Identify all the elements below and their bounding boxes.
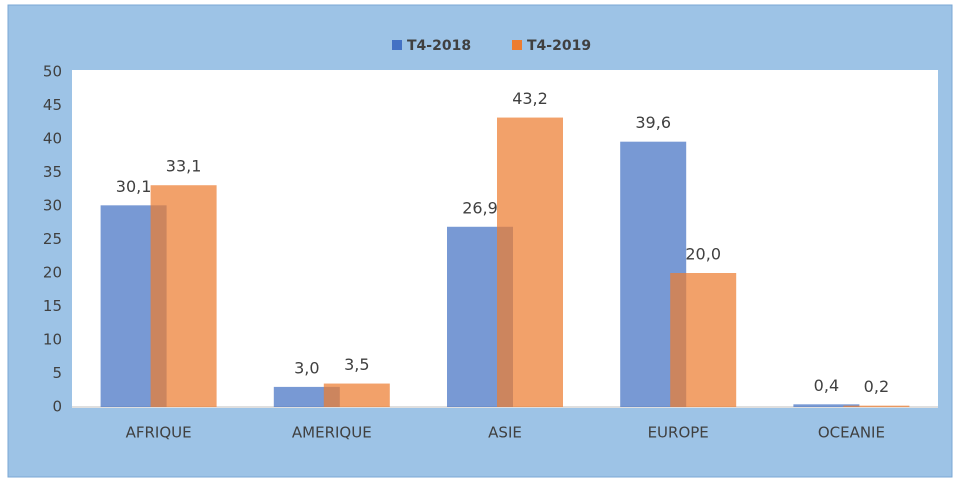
data-label: 39,6 <box>635 113 671 132</box>
bar <box>273 386 340 407</box>
y-tick-label: 30 <box>43 197 62 215</box>
bar <box>150 185 217 407</box>
legend-swatch <box>392 40 402 50</box>
y-tick-label: 15 <box>43 297 62 315</box>
bar <box>497 117 563 407</box>
y-tick-label: 50 <box>43 63 62 81</box>
data-label: 3,5 <box>344 355 369 374</box>
y-tick-label: 40 <box>43 130 62 148</box>
legend-label: T4-2019 <box>527 38 591 54</box>
y-tick-label: 0 <box>52 398 62 416</box>
y-tick-label: 35 <box>43 163 62 181</box>
data-label: 0,2 <box>864 377 889 396</box>
data-label: 3,0 <box>294 358 319 377</box>
y-tick-label: 45 <box>43 96 62 114</box>
data-label: 20,0 <box>685 245 721 264</box>
data-label: 33,1 <box>166 157 202 176</box>
x-tick-label: OCEANIE <box>818 424 885 442</box>
y-tick-label: 20 <box>43 264 62 282</box>
data-label: 43,2 <box>512 89 548 108</box>
data-label: 30,1 <box>116 177 152 196</box>
y-tick-label: 25 <box>43 230 62 248</box>
data-label: 26,9 <box>462 198 498 217</box>
x-tick-label: AFRIQUE <box>126 424 192 442</box>
x-tick-label: EUROPE <box>648 424 709 442</box>
y-tick-label: 5 <box>52 364 62 382</box>
legend-swatch <box>512 40 522 50</box>
x-tick-label: ASIE <box>488 424 522 442</box>
bar <box>323 383 390 407</box>
x-tick-label: AMERIQUE <box>292 424 372 442</box>
y-tick-label: 10 <box>43 331 62 349</box>
legend-label: T4-2018 <box>407 38 471 54</box>
bar <box>793 404 860 407</box>
data-label: 0,4 <box>814 376 839 395</box>
bar <box>670 273 737 407</box>
bar <box>843 405 910 407</box>
